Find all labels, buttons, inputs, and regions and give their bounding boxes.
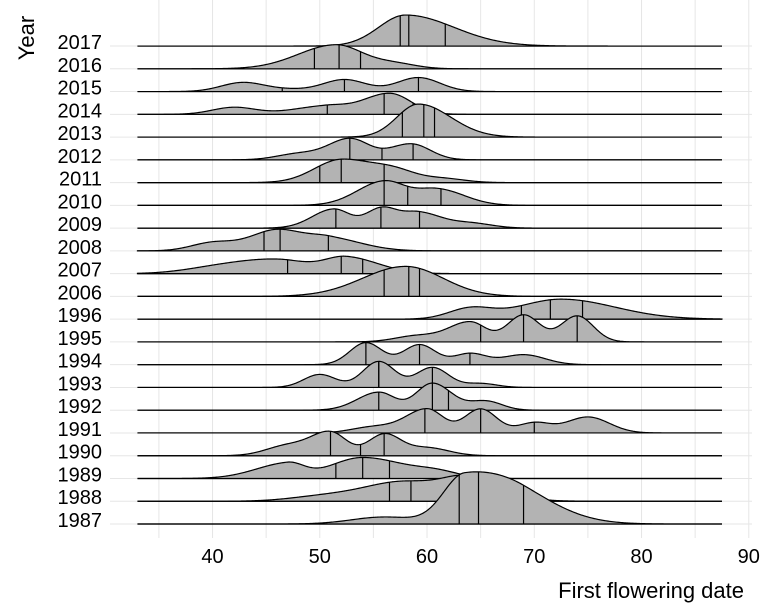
y-tick-label: 1993 — [58, 373, 103, 395]
ridge-density — [137, 298, 723, 320]
y-tick-label: 2007 — [58, 260, 103, 282]
ridge-2015 — [137, 76, 722, 93]
ridge-density — [137, 44, 722, 70]
y-tick-label: 2014 — [58, 100, 103, 122]
x-tick-label: 90 — [738, 546, 760, 568]
y-tick-label: 1990 — [58, 442, 103, 464]
ridge-2012 — [137, 137, 722, 161]
y-tick-label: 2016 — [58, 55, 103, 77]
ridge-2007 — [136, 255, 722, 275]
ridge-2013 — [137, 103, 722, 138]
y-tick-label: 2012 — [58, 146, 103, 168]
ridge-density — [137, 206, 722, 229]
y-tick-label: 2009 — [58, 214, 103, 236]
ridge-1995 — [137, 314, 722, 343]
y-tick-label: 2011 — [59, 169, 102, 191]
y-tick-label: 1995 — [58, 328, 103, 350]
y-tick-label: 2008 — [58, 237, 103, 259]
ridge-density — [137, 14, 722, 47]
ridge-density — [137, 360, 722, 389]
ridge-density — [137, 471, 722, 525]
ridge-density — [137, 179, 722, 206]
y-tick-label: 1989 — [58, 464, 103, 486]
x-tick-label: 80 — [630, 546, 652, 568]
ridge-1987 — [137, 471, 722, 525]
x-tick-labels: 40 50 60 70 80 90 — [201, 546, 760, 568]
x-tick-label: 60 — [416, 546, 438, 568]
ridge-density — [137, 158, 722, 184]
y-axis-title: Year — [14, 16, 39, 60]
ridge-density — [137, 76, 722, 93]
y-tick-label: 1994 — [58, 351, 103, 373]
ridge-1990 — [137, 430, 722, 457]
ridge-density — [137, 314, 722, 343]
ridge-density — [137, 456, 722, 480]
ridge-2011 — [137, 158, 722, 184]
y-tick-label: 2006 — [58, 282, 103, 304]
ridge-density — [137, 430, 722, 457]
ridge-1994 — [137, 341, 722, 366]
ridge-density — [137, 341, 722, 366]
ridge-1989 — [137, 456, 722, 480]
y-tick-label: 1987 — [58, 510, 103, 532]
ridge-density — [137, 265, 722, 297]
y-tick-label: 2013 — [58, 123, 103, 145]
y-tick-label: 2017 — [58, 32, 103, 54]
x-axis-title: First flowering date — [558, 578, 744, 603]
ridge-2017 — [137, 14, 722, 47]
ridge-1993 — [137, 360, 722, 389]
y-tick-label: 2015 — [58, 78, 103, 100]
y-tick-label: 1996 — [58, 305, 103, 327]
y-tick-labels: 1987198819891990199119921993199419951996… — [58, 32, 103, 532]
ridge-density — [136, 228, 722, 252]
x-tick-label: 70 — [523, 546, 545, 568]
ridge-2008 — [136, 228, 722, 252]
ridge-2016 — [137, 44, 722, 70]
x-tick-label: 50 — [309, 546, 331, 568]
ridge-1988 — [137, 474, 722, 502]
y-tick-label: 1988 — [58, 487, 103, 509]
ridge-density — [136, 255, 722, 275]
ridge-1996 — [137, 298, 723, 320]
ridge-density — [137, 407, 722, 434]
y-tick-label: 1991 — [58, 419, 103, 441]
x-tick-label: 40 — [201, 546, 223, 568]
ridge-density — [137, 137, 722, 161]
ridge-density — [137, 474, 722, 502]
ridge-2010 — [137, 179, 722, 206]
y-tick-label: 1992 — [58, 396, 103, 418]
ridge-2009 — [137, 206, 722, 229]
ridge-2006 — [137, 265, 722, 297]
ridge-layer — [136, 14, 723, 525]
ridge-density — [137, 382, 722, 411]
ridge-1991 — [137, 407, 722, 434]
ridge-density — [137, 103, 722, 138]
y-tick-label: 2010 — [58, 191, 103, 213]
